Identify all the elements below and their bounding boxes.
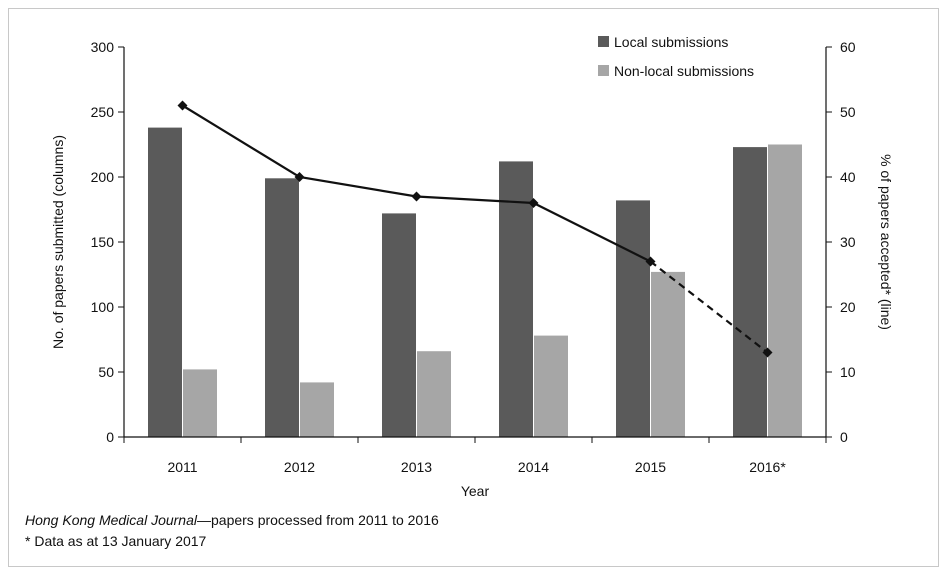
legend-label: Local submissions xyxy=(614,34,728,50)
accepted-marker-2016 xyxy=(762,347,773,358)
y2-tick-label: 40 xyxy=(840,169,856,185)
local-bar-2013 xyxy=(382,213,416,437)
caption-note: * Data as at 13 January 2017 xyxy=(25,533,207,549)
accepted-line-solid xyxy=(181,104,651,263)
nonlocal-bar-2013 xyxy=(417,351,451,437)
bars-layer xyxy=(148,127,802,438)
local-bar-2014 xyxy=(499,161,533,437)
x-axis-title: Year xyxy=(461,483,490,499)
figure-caption: Hong Kong Medical Journal—papers process… xyxy=(25,512,439,528)
accepted-marker-2012 xyxy=(294,172,305,182)
nonlocal-bar-2015 xyxy=(651,271,685,437)
nonlocal-bar-2014 xyxy=(534,335,568,437)
y2-tick-label: 0 xyxy=(840,429,848,445)
legend-label: Non-local submissions xyxy=(614,63,754,79)
legend: Local submissions Non-local submissions xyxy=(598,34,754,79)
y2-axis-title: % of papers accepted* (line) xyxy=(878,154,894,330)
nonlocal-bar-2011 xyxy=(183,369,217,437)
nonlocal-bar-2012 xyxy=(300,382,334,437)
caption-journal-name: Hong Kong Medical Journal xyxy=(25,512,197,528)
y-tick-label: 150 xyxy=(91,234,115,250)
x-tick-label: 2013 xyxy=(401,459,432,475)
y-tick-label: 200 xyxy=(91,169,115,185)
y-tick-label: 0 xyxy=(106,429,114,445)
legend-swatch xyxy=(598,36,609,47)
accepted-marker-2015 xyxy=(645,256,656,267)
local-bar-2011 xyxy=(148,127,182,437)
line-layer xyxy=(177,100,773,358)
accepted-marker-2011 xyxy=(177,100,188,111)
local-bar-2016 xyxy=(733,147,767,437)
y2-tick-label: 50 xyxy=(840,104,856,120)
local-bar-2015 xyxy=(616,200,650,437)
y2-tick-label: 30 xyxy=(840,234,856,250)
local-bar-2012 xyxy=(265,178,299,438)
y-axis-title: No. of papers submitted (columns) xyxy=(50,135,66,349)
y-tick-label: 300 xyxy=(91,39,115,55)
accepted-marker-2013 xyxy=(411,191,422,202)
y2-tick-label: 20 xyxy=(840,299,856,315)
x-tick-label: 2011 xyxy=(167,459,197,475)
accepted-marker-2014 xyxy=(528,198,539,208)
legend-swatch xyxy=(598,65,609,76)
accepted-line-dashed xyxy=(649,260,769,354)
y-tick-label: 50 xyxy=(98,364,114,380)
x-tick-label: 2012 xyxy=(284,459,315,475)
x-tick-label: 2014 xyxy=(518,459,549,475)
caption-title-rest: —papers processed from 2011 to 2016 xyxy=(197,512,439,528)
x-tick-label: 2015 xyxy=(635,459,666,475)
nonlocal-bar-2016 xyxy=(768,144,802,437)
y2-tick-label: 60 xyxy=(840,39,856,55)
y-tick-label: 250 xyxy=(91,104,115,120)
x-tick-label: 2016* xyxy=(749,459,786,475)
y-tick-label: 100 xyxy=(91,299,115,315)
axes-layer: 0 50 100 150 200 250 300 0 10 20 30 40 50 60 2011 2012 2… xyxy=(50,39,894,499)
y2-tick-label: 10 xyxy=(840,364,856,380)
